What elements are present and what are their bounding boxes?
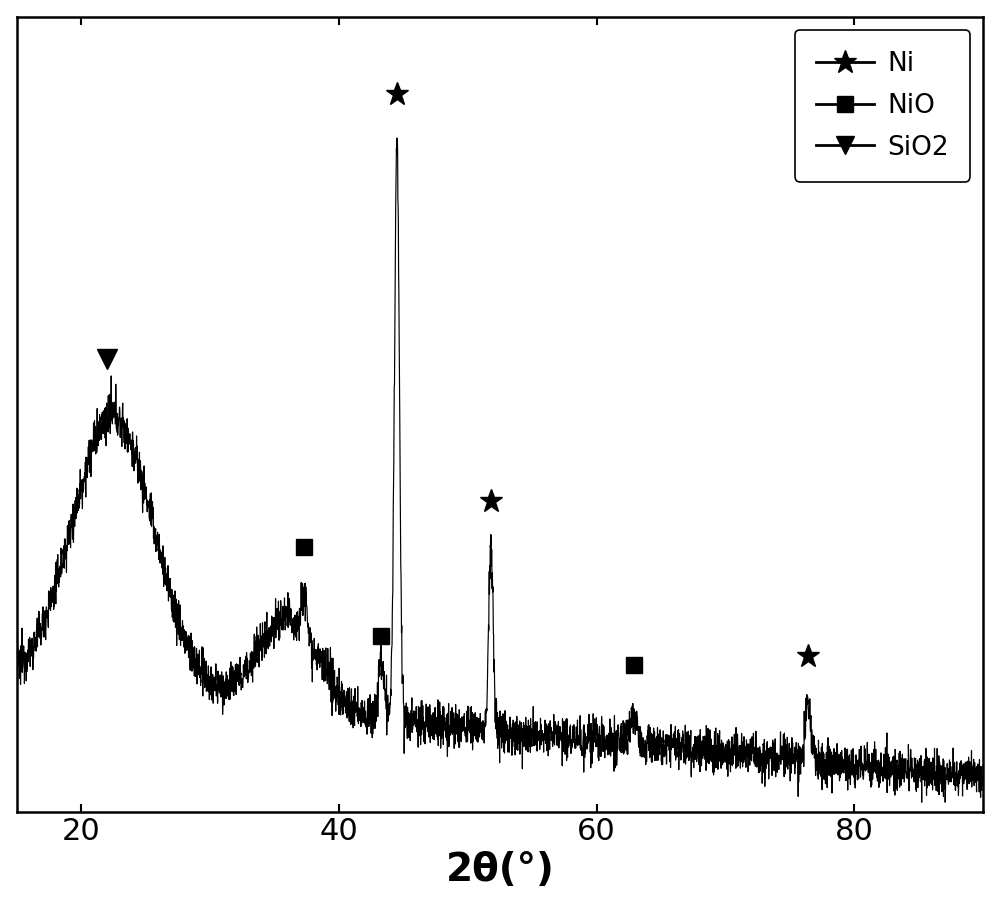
Legend: Ni, NiO, SiO2: Ni, NiO, SiO2	[795, 30, 970, 182]
X-axis label: 2θ(°): 2θ(°)	[446, 852, 554, 890]
